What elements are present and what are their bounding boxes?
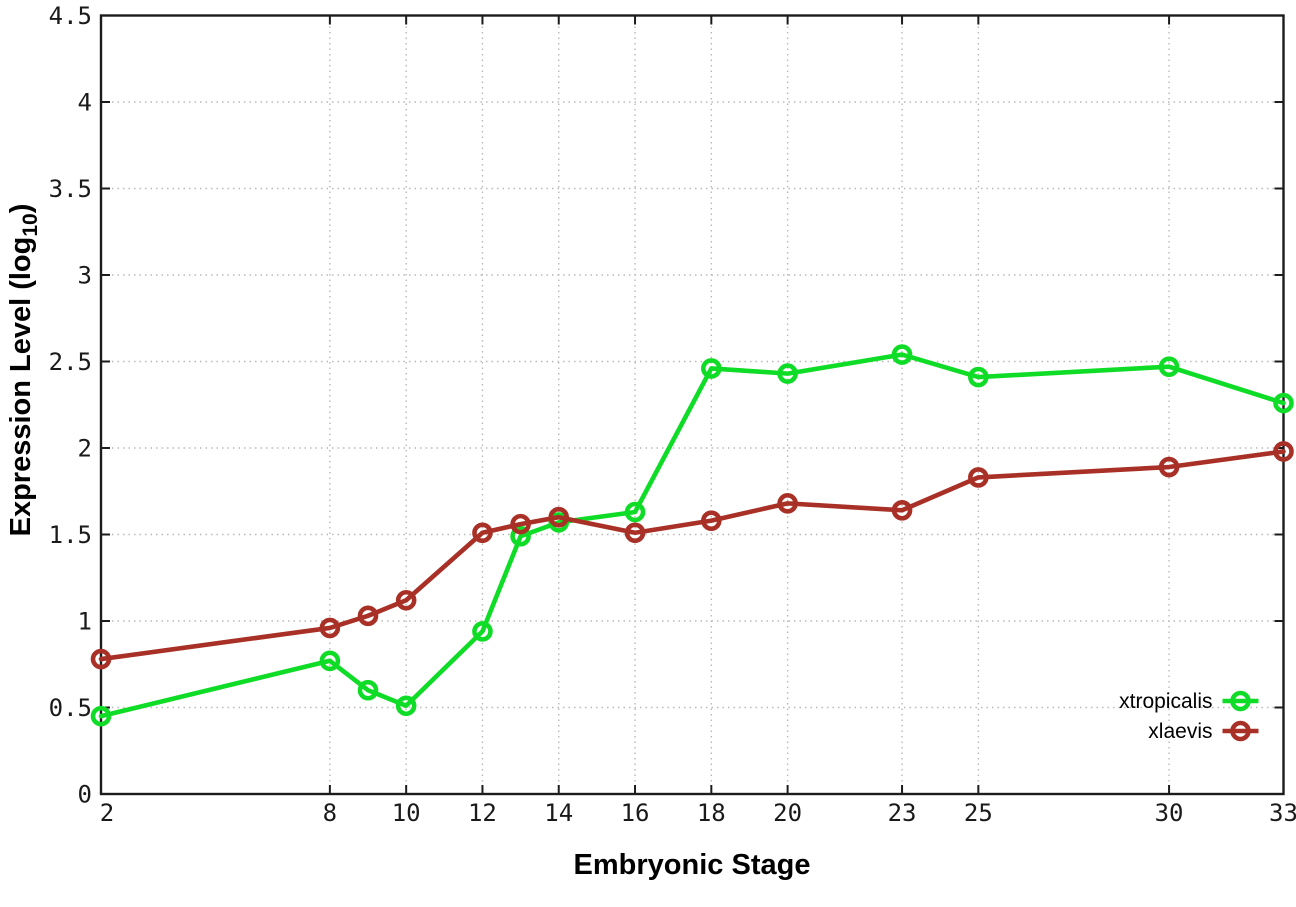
y-tick-label-2: 2 (78, 435, 92, 463)
y-axis-title: Expression Level (log10) (5, 204, 42, 537)
point-xtropicalis-stage-20 (777, 363, 798, 384)
y-axis-title-suffix: ) (5, 204, 37, 214)
y-tick-label-3: 3 (78, 262, 92, 290)
y-tick-label-1.5: 1.5 (49, 521, 92, 549)
point-xlaevis-stage-10 (395, 589, 417, 611)
legend-sample-marker-xtropicalis (1230, 690, 1251, 712)
y-tick-label-2.5: 2.5 (49, 348, 92, 376)
point-xlaevis-stage-9 (357, 605, 379, 627)
point-xlaevis-stage-2 (90, 648, 112, 670)
point-xtropicalis-stage-18 (701, 358, 722, 379)
x-tick-label-30: 30 (1155, 799, 1184, 827)
x-tick-label-23: 23 (888, 799, 917, 827)
point-xlaevis-stage-12 (472, 522, 493, 544)
point-xtropicalis-stage-10 (395, 695, 417, 717)
point-xtropicalis-stage-33 (1273, 392, 1294, 414)
y-tick-label-4: 4 (78, 89, 92, 117)
y-tick-label-1: 1 (78, 608, 92, 636)
point-xlaevis-stage-16 (624, 522, 646, 544)
point-xtropicalis-stage-8 (319, 650, 341, 672)
point-xtropicalis-stage-23 (891, 344, 913, 365)
y-axis-title-prefix: Expression Level (log (5, 237, 37, 537)
x-axis-title: Embryonic Stage (574, 849, 811, 881)
series-xtropicalis-line (98, 352, 1286, 719)
y-tick-label-0.5: 0.5 (49, 694, 92, 722)
legend-sample-marker-xlaevis (1230, 720, 1251, 742)
point-xlaevis-stage-14 (548, 506, 570, 528)
point-xlaevis-stage-33 (1273, 441, 1294, 462)
point-xlaevis-stage-8 (319, 617, 341, 639)
series-xlaevis-line (98, 449, 1286, 662)
x-tick-label-18: 18 (697, 799, 726, 827)
y-tick-label-3.5: 3.5 (49, 175, 92, 203)
point-xtropicalis-stage-30 (1158, 356, 1180, 377)
x-tick-label-16: 16 (621, 799, 650, 827)
point-xlaevis-stage-25 (968, 467, 989, 488)
point-xlaevis-stage-13 (510, 513, 531, 535)
point-xtropicalis-stage-9 (357, 679, 379, 701)
point-xlaevis-stage-23 (891, 499, 913, 521)
legend-label-xlaevis: xlaevis (1148, 720, 1212, 743)
point-xtropicalis-stage-13 (510, 525, 531, 547)
point-xtropicalis-stage-2 (90, 705, 112, 727)
point-xtropicalis-stage-12 (472, 621, 493, 642)
plot-area: 2 8 10 12 14 16 18 20 23 25 30 33 0 0.5 1 1.5 2 2.5 3 3.5 4 4… (49, 2, 1296, 827)
x-tick-label-20: 20 (773, 799, 802, 827)
y-tick-label-0: 0 (78, 781, 92, 809)
x-tick-label-25: 25 (964, 799, 993, 827)
x-tick-label-12: 12 (468, 799, 497, 827)
point-xlaevis-stage-20 (777, 493, 798, 514)
legend-label-xtropicalis: xtropicalis (1119, 690, 1212, 713)
point-xlaevis-stage-30 (1158, 456, 1180, 478)
y-axis-title-subscript: 10 (19, 213, 42, 236)
point-xlaevis-stage-18 (701, 510, 722, 531)
x-tick-label-33: 33 (1269, 799, 1296, 827)
y-tick-label-4.5: 4.5 (49, 2, 92, 30)
point-xtropicalis-stage-25 (968, 366, 989, 388)
x-tick-label-10: 10 (392, 799, 421, 827)
x-tick-label-2: 2 (100, 799, 114, 827)
x-tick-label-8: 8 (323, 799, 337, 827)
point-xtropicalis-stage-16 (624, 501, 646, 523)
x-tick-label-14: 14 (544, 799, 573, 827)
